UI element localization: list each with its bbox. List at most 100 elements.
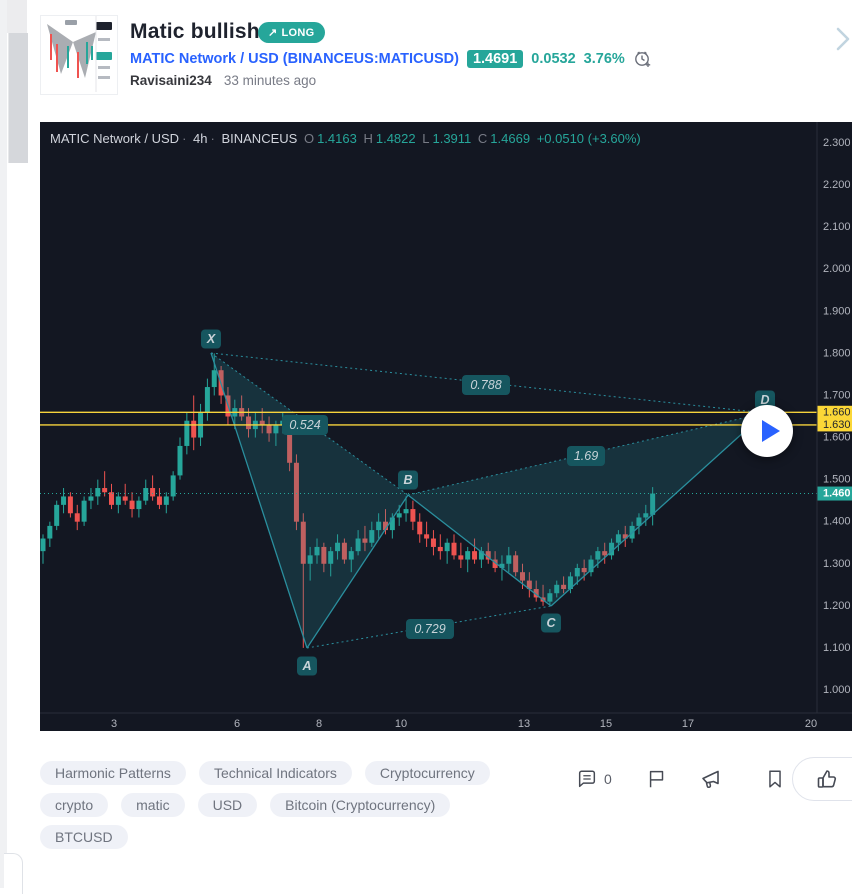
tag-crypto[interactable]: crypto: [40, 793, 108, 817]
candlestick: [410, 509, 415, 522]
legend-close: 1.4669: [490, 131, 530, 146]
candlestick: [465, 551, 470, 559]
legend-low-label: L: [422, 131, 429, 146]
chart-text: 2.200: [823, 179, 851, 191]
tag-technical-indicators[interactable]: Technical Indicators: [199, 761, 352, 785]
chart-text: 20: [805, 718, 817, 730]
candlestick: [102, 488, 107, 492]
chart-text: 1.400: [823, 516, 851, 528]
next-idea-chevron[interactable]: [834, 26, 852, 52]
candlestick: [212, 370, 217, 387]
chart-text: 1.500: [823, 474, 851, 486]
candlestick: [68, 496, 73, 513]
candlestick: [191, 421, 196, 438]
legend-close-label: C: [478, 131, 487, 146]
long-arrow-icon: ↗: [268, 26, 278, 39]
comment-icon: [576, 768, 598, 790]
play-button[interactable]: [741, 405, 793, 457]
candlestick: [171, 475, 176, 496]
legend-symbol: MATIC Network / USD: [50, 131, 179, 146]
tag-matic[interactable]: matic: [121, 793, 184, 817]
candlestick: [143, 488, 148, 501]
tag-usd[interactable]: USD: [198, 793, 258, 817]
idea-thumbnail[interactable]: [40, 15, 118, 95]
comments-button[interactable]: 0: [576, 768, 612, 790]
thumbnail-mini-chart: [41, 16, 115, 92]
chart-text: X: [206, 332, 216, 346]
change-percent: 3.76%: [584, 51, 625, 67]
chart-text: 3: [111, 718, 117, 730]
candlestick: [75, 513, 80, 521]
candlestick: [47, 526, 52, 539]
change-absolute: 0.0532: [531, 51, 575, 67]
report-button[interactable]: [646, 768, 668, 790]
chart-text: 1.300: [823, 558, 851, 570]
chart-text: 2.300: [823, 137, 851, 149]
legend-high: 1.4822: [376, 131, 416, 146]
legend-low: 1.3911: [432, 131, 471, 146]
chart-text: 6: [234, 718, 240, 730]
candlestick: [150, 488, 155, 496]
bookmark-button[interactable]: [764, 768, 786, 790]
tag-cryptocurrency[interactable]: Cryptocurrency: [365, 761, 490, 785]
comments-count: 0: [604, 771, 612, 787]
candlestick: [88, 496, 93, 500]
candlestick: [452, 543, 457, 556]
chart-text: 1.460: [823, 488, 851, 500]
like-button[interactable]: [792, 757, 852, 801]
candlestick: [445, 543, 450, 551]
tag-bitcoin-cryptocurrency-[interactable]: Bitcoin (Cryptocurrency): [270, 793, 450, 817]
chart-text: 1.69: [574, 449, 598, 463]
symbol-link[interactable]: MATIC Network / USD (BINANCEUS:MATICUSD): [130, 51, 459, 67]
chart-text: 1.660: [823, 406, 851, 418]
chart-text: 10: [395, 718, 407, 730]
tag-harmonic-patterns[interactable]: Harmonic Patterns: [40, 761, 186, 785]
share-idea-button[interactable]: [699, 768, 723, 792]
candlestick: [417, 522, 422, 535]
chart-text: 0.788: [470, 378, 501, 392]
thumbs-up-icon: [815, 767, 839, 791]
chart-text: 1.100: [823, 642, 851, 654]
chart-canvas[interactable]: 2.3002.2002.1002.0001.9001.8001.7001.600…: [40, 122, 852, 731]
candlestick: [109, 492, 114, 505]
megaphone-icon: [699, 768, 723, 792]
chart-text: 1.630: [823, 419, 851, 431]
candlestick: [136, 501, 141, 509]
legend-open-label: O: [304, 131, 314, 146]
candlestick: [404, 509, 409, 513]
last-price-badge: 1.4691: [467, 50, 523, 68]
chart-text: 1.900: [823, 305, 851, 317]
author-row: Ravisaini234 33 minutes ago: [130, 73, 316, 88]
scrollbar-thumb[interactable]: [8, 33, 28, 163]
chart-text: 13: [518, 718, 530, 730]
legend-exchange: BINANCEUS: [221, 131, 297, 146]
candlestick: [61, 496, 66, 504]
candlestick: [472, 551, 477, 559]
candlestick: [157, 496, 162, 504]
tag-row-1: Harmonic Patterns Technical Indicators Cry…: [40, 761, 490, 785]
author-name[interactable]: Ravisaini234: [130, 73, 212, 88]
chart-text: 1.600: [823, 432, 851, 444]
candlestick: [95, 488, 100, 496]
chart-text: 15: [600, 718, 612, 730]
candlestick: [458, 555, 463, 559]
chart-text: 1.700: [823, 389, 851, 401]
legend-interval: 4h: [193, 131, 207, 146]
idea-timestamp: 33 minutes ago: [224, 73, 316, 88]
tag-btcusd[interactable]: BTCUSD: [40, 825, 128, 849]
candlestick: [438, 547, 443, 551]
candlestick: [116, 496, 121, 504]
candlestick: [397, 513, 402, 517]
chart-text: 2.100: [823, 221, 851, 233]
legend-high-label: H: [363, 131, 372, 146]
chart-text: 1.000: [823, 684, 851, 696]
add-alert-icon[interactable]: [633, 49, 653, 69]
page-gutter: [0, 0, 7, 888]
chart-text: C: [546, 616, 556, 630]
candlestick: [424, 534, 429, 538]
tag-row-2: crypto matic USD Bitcoin (Cryptocurrency): [40, 793, 450, 817]
bookmark-icon: [764, 768, 786, 790]
candlestick: [54, 505, 59, 526]
